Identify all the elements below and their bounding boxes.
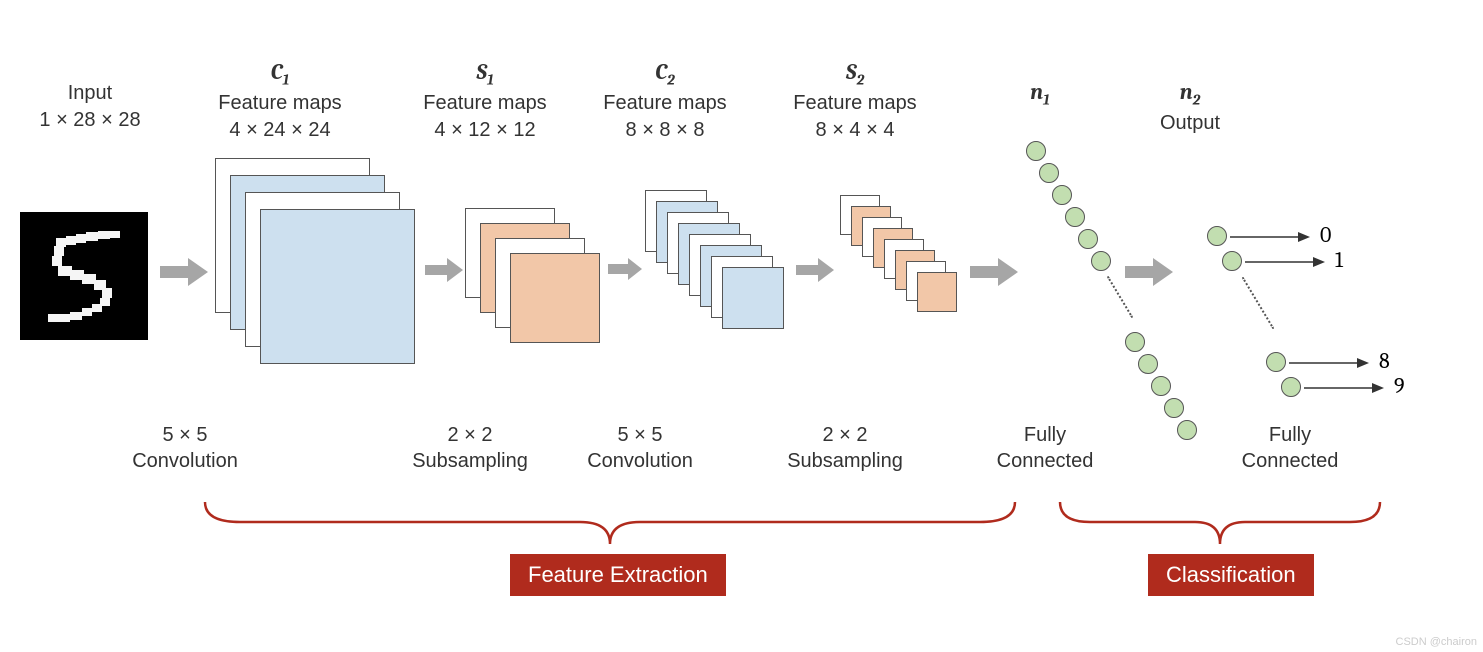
output-0: 0	[1320, 222, 1331, 248]
c1-sym: C1	[271, 59, 290, 85]
c1-label: C1 Feature maps 4 × 24 × 24	[195, 58, 365, 144]
c2-title: Feature maps	[603, 92, 726, 114]
sub1-label: 2 × 2Subsampling	[390, 422, 550, 474]
n1-node	[1151, 376, 1171, 396]
s2-sym: S2	[846, 59, 864, 85]
arrow-icon	[796, 258, 834, 282]
input-image-icon	[20, 212, 148, 340]
s2-title: Feature maps	[793, 92, 916, 114]
arrow-icon	[970, 258, 1018, 286]
output-arrow-icon	[1304, 381, 1384, 395]
sub2-label: 2 × 2Subsampling	[765, 422, 925, 474]
n1-node	[1138, 354, 1158, 374]
output-arrow-icon	[1245, 255, 1325, 269]
input-title: Input	[68, 82, 112, 104]
c1-shape: 4 × 24 × 24	[229, 119, 330, 141]
output-1: 1	[1335, 247, 1343, 273]
s1-label: S1 Feature maps 4 × 12 × 12	[400, 58, 570, 144]
n2-label: n2 Output	[1140, 78, 1240, 137]
c2-shape: 8 × 8 × 8	[626, 119, 705, 141]
watermark: CSDN @chairon	[1396, 636, 1477, 648]
s2-shape: 8 × 4 × 4	[816, 119, 895, 141]
c2-sym: C2	[655, 59, 675, 85]
feature-extraction-brace	[200, 500, 1020, 548]
n2-node	[1281, 377, 1301, 397]
n1-node	[1065, 207, 1085, 227]
arrow-icon	[1125, 258, 1173, 286]
n1-node	[1177, 420, 1197, 440]
c1-title: Feature maps	[218, 92, 341, 114]
c2-map	[722, 267, 784, 329]
c2-label: C2 Feature maps 8 × 8 × 8	[580, 58, 750, 144]
arrow-icon	[160, 258, 208, 286]
c1-map	[260, 209, 415, 364]
conv1-label: 5 × 5Convolution	[105, 422, 265, 474]
classification-label: Classification	[1148, 554, 1314, 596]
input-label: Input 1 × 28 × 28	[20, 80, 160, 134]
n2-dots	[1242, 277, 1275, 329]
n1-node	[1026, 141, 1046, 161]
fc1-label: FullyConnected	[980, 422, 1110, 474]
n2-sym: n2	[1180, 79, 1200, 105]
n2-title: Output	[1160, 112, 1220, 134]
s2-map	[917, 272, 957, 312]
n1-sym: n1	[1030, 79, 1049, 105]
s1-shape: 4 × 12 × 12	[434, 119, 535, 141]
n1-node	[1091, 251, 1111, 271]
arrow-icon	[608, 258, 642, 280]
n1-node	[1052, 185, 1072, 205]
s1-sym: S1	[476, 59, 493, 85]
s1-title: Feature maps	[423, 92, 546, 114]
n1-label: n1	[1000, 78, 1080, 110]
n2-node	[1266, 352, 1286, 372]
output-8: 8	[1379, 348, 1390, 374]
n1-node	[1078, 229, 1098, 249]
input-shape: 1 × 28 × 28	[39, 109, 140, 131]
arrow-icon	[425, 258, 463, 282]
classification-brace	[1055, 500, 1385, 548]
n2-node	[1222, 251, 1242, 271]
output-arrow-icon	[1289, 356, 1369, 370]
n1-node	[1039, 163, 1059, 183]
s1-map	[510, 253, 600, 343]
s2-label: S2 Feature maps 8 × 4 × 4	[770, 58, 940, 144]
feature-extraction-label: Feature Extraction	[510, 554, 726, 596]
output-arrow-icon	[1230, 230, 1310, 244]
n2-node	[1207, 226, 1227, 246]
fc2-label: FullyConnected	[1225, 422, 1355, 474]
output-9: 9	[1394, 373, 1405, 399]
n1-node	[1125, 332, 1145, 352]
n1-node	[1164, 398, 1184, 418]
conv2-label: 5 × 5Convolution	[560, 422, 720, 474]
